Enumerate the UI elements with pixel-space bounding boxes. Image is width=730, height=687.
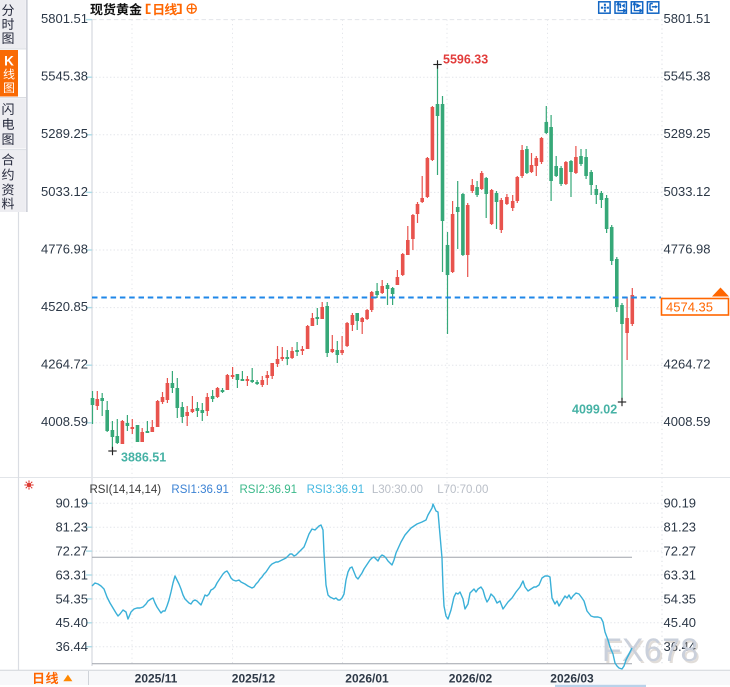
svg-text:FX678: FX678 [602,632,699,668]
svg-text:4776.98: 4776.98 [41,241,88,256]
svg-text:90.19: 90.19 [664,496,697,511]
svg-text:5801.51: 5801.51 [664,11,711,26]
svg-text:4008.59: 4008.59 [41,414,88,429]
svg-text:RSI(14,14,14): RSI(14,14,14) [90,484,162,496]
svg-text:45.40: 45.40 [55,615,88,630]
svg-text:5289.25: 5289.25 [41,126,88,141]
svg-text:5596.33: 5596.33 [443,53,488,67]
svg-text:4008.59: 4008.59 [664,414,711,429]
svg-text:2025/11: 2025/11 [135,672,178,686]
svg-text:54.35: 54.35 [55,591,88,606]
svg-text:4264.72: 4264.72 [664,357,711,372]
svg-text:5545.38: 5545.38 [41,69,88,84]
svg-text:72.27: 72.27 [664,544,697,559]
svg-text:2026/01: 2026/01 [345,672,389,686]
svg-text:63.31: 63.31 [664,567,697,582]
svg-text:5801.51: 5801.51 [41,11,88,26]
svg-text:5033.12: 5033.12 [664,184,711,199]
svg-text:63.31: 63.31 [55,567,88,582]
svg-text:4099.02: 4099.02 [572,403,617,417]
svg-text:2026/03: 2026/03 [550,672,594,686]
svg-text:5033.12: 5033.12 [41,184,88,199]
svg-text:45.40: 45.40 [664,615,697,630]
svg-text:5289.25: 5289.25 [664,126,711,141]
svg-text:81.23: 81.23 [55,520,88,535]
svg-text:5545.38: 5545.38 [664,69,711,84]
svg-text:4520.85: 4520.85 [41,299,88,314]
svg-text:L30:30.00: L30:30.00 [372,484,423,496]
svg-text:K: K [4,54,14,69]
svg-text:RSI3:36.91: RSI3:36.91 [307,484,365,496]
svg-text:54.35: 54.35 [664,591,697,606]
svg-text:36.44: 36.44 [664,639,697,654]
svg-text:FX678: FX678 [604,634,701,670]
svg-text:72.27: 72.27 [55,544,88,559]
svg-text:2025/12: 2025/12 [232,672,276,686]
svg-text:2026/02: 2026/02 [449,672,493,686]
svg-text:RSI2:36.91: RSI2:36.91 [240,484,298,496]
svg-text:81.23: 81.23 [664,520,697,535]
svg-text:4776.98: 4776.98 [664,241,711,256]
svg-text:4264.72: 4264.72 [41,357,88,372]
svg-text:RSI1:36.91: RSI1:36.91 [171,484,229,496]
svg-text:3886.51: 3886.51 [121,451,166,465]
svg-text:36.44: 36.44 [55,639,88,654]
svg-text:L70:70.00: L70:70.00 [437,484,488,496]
svg-text:4574.35: 4574.35 [666,300,713,315]
svg-text:90.19: 90.19 [55,496,88,511]
